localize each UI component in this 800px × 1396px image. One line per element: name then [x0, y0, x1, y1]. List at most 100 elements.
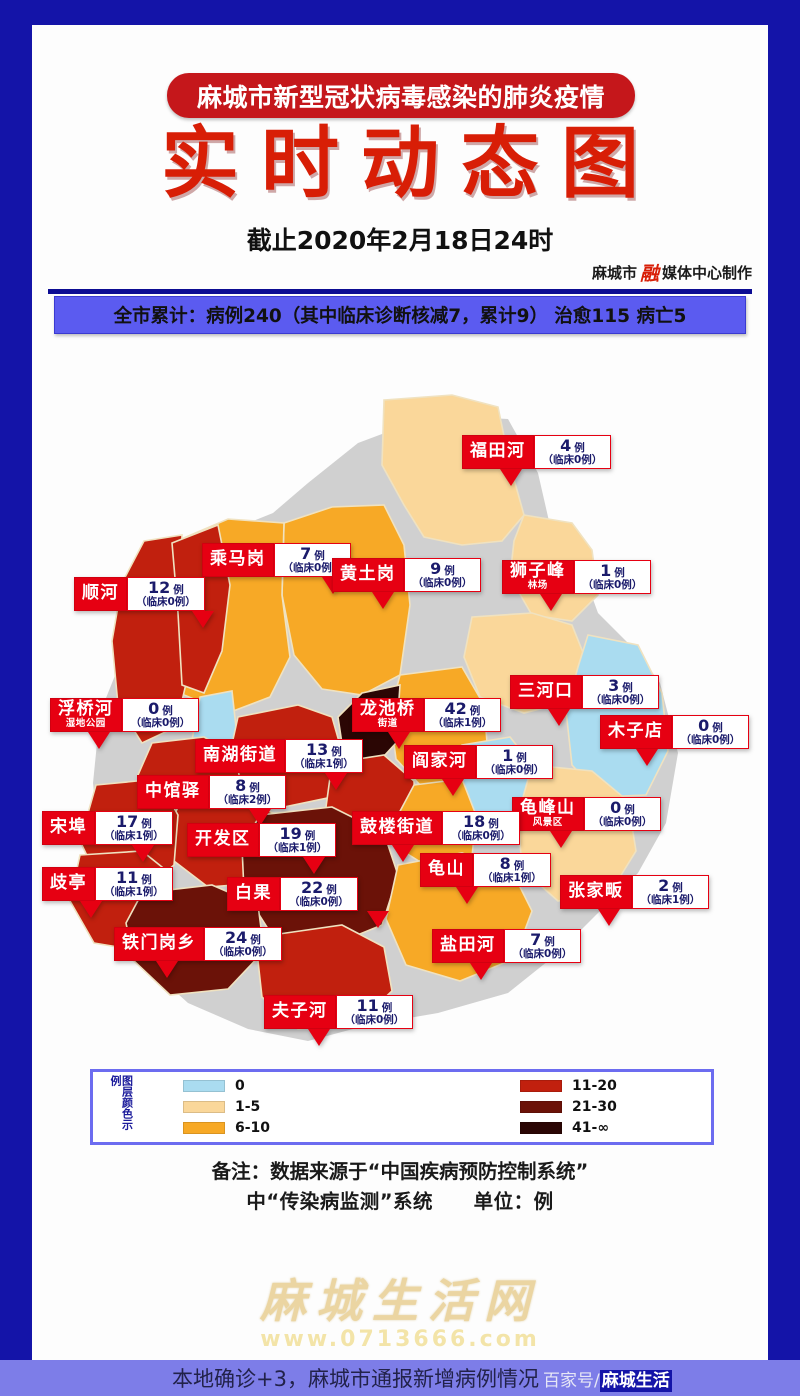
map-callout[interactable]: 中馆驿 8 例（临床2例） — [137, 775, 287, 826]
case-unit: 例 — [162, 704, 173, 717]
township-name: 歧亭 — [50, 873, 87, 894]
legend-item: 6-10 — [183, 1120, 270, 1136]
callout-value-box: 17 例（临床1例） — [95, 811, 173, 845]
case-unit: 例 — [304, 829, 316, 842]
map-callout[interactable]: 白果 22 例（临床0例） — [227, 877, 389, 928]
map-callout[interactable]: 木子店 0 例（临床0例） — [600, 715, 750, 766]
case-count-number: 12 — [148, 577, 171, 597]
map-callout[interactable]: 顺河 12 例（临床0例） — [74, 577, 214, 628]
source-note-line2: 中“传染病监测”系统 单位：例 — [32, 1187, 768, 1217]
clinical-count: （临床0例） — [282, 562, 343, 575]
caption-source[interactable]: 百家号/麻城生活 — [543, 1366, 672, 1392]
clinical-count: （临床0例） — [680, 734, 741, 747]
legend-item: 11-20 — [520, 1078, 617, 1094]
callout-name-box: 木子店 — [600, 715, 672, 749]
callout-pointer-icon — [132, 845, 154, 862]
map-callout[interactable]: 鼓楼街道 18 例（临床0例） — [352, 811, 520, 862]
legend-item: 0 — [183, 1078, 270, 1094]
map-callout[interactable]: 狮子峰 林场 1 例（临床0例） — [502, 560, 652, 611]
poster-page: 麻城市新型冠状病毒感染的肺炎疫情 实时动态图 截止2020年2月18日24时 麻… — [32, 25, 768, 1360]
callout-name-box: 歧亭 — [42, 867, 95, 901]
map-callout[interactable]: 阎家河 1 例（临床0例） — [404, 745, 554, 796]
clinical-count: （临床0例） — [484, 764, 545, 777]
callout-value-box: 0 例（临床0例） — [121, 698, 200, 732]
case-unit: 例 — [622, 681, 633, 694]
map-callout[interactable]: 夫子河 11 例（临床0例） — [264, 995, 414, 1046]
source-note-line1: 备注：数据来源于“中国疾病预防控制系统” — [211, 1160, 589, 1183]
case-count-number: 0 — [610, 797, 622, 817]
callout-pointer-icon — [249, 809, 271, 826]
callout-name-box: 夫子河 — [264, 995, 336, 1029]
map-callout[interactable]: 开发区 19 例（临床1例） — [187, 823, 337, 874]
callout-pointer-icon — [442, 779, 464, 796]
case-count-number: 13 — [306, 739, 329, 759]
case-count: 19 例 — [280, 825, 316, 843]
case-count-number: 1 — [600, 560, 612, 580]
legend-label: 41-∞ — [572, 1120, 610, 1136]
map-callout[interactable]: 三河口 3 例（临床0例） — [510, 675, 660, 726]
callout-pointer-icon — [598, 909, 620, 926]
clinical-count: （临床0例） — [412, 577, 473, 590]
township-name: 狮子峰 — [510, 560, 566, 581]
summary-text: 全市累计：病例240（其中临床诊断核减7，累计9） 治愈115 病亡5 — [113, 306, 687, 327]
map-callout[interactable]: 龟峰山 风景区 0 例（临床0例） — [512, 797, 662, 848]
clinical-count: （临床0例） — [582, 579, 643, 592]
callout-value-box: 22 例（临床0例） — [280, 877, 358, 911]
legend-label: 0 — [235, 1078, 245, 1094]
township-name: 开发区 — [195, 829, 251, 850]
map-callout[interactable]: 歧亭 11 例（临床1例） — [42, 867, 173, 918]
clinical-count: （临床1例） — [432, 717, 493, 730]
case-count: 11 例 — [116, 869, 152, 887]
township-name: 三河口 — [518, 681, 574, 702]
township-name: 乘马岗 — [210, 549, 266, 570]
legend-swatch — [183, 1122, 225, 1134]
map-callout[interactable]: 龙池桥 街道 42 例（临床1例） — [352, 698, 502, 749]
case-unit: 例 — [469, 704, 481, 717]
case-unit: 例 — [444, 564, 455, 577]
case-unit: 例 — [331, 745, 342, 758]
callout-value-box: 0 例（临床0例） — [583, 797, 662, 831]
map-callout[interactable]: 南湖街道 13 例（临床1例） — [195, 739, 363, 790]
callout-pointer-icon — [308, 1029, 330, 1046]
map-callout[interactable]: 龟山 8 例（临床1例） — [420, 853, 551, 904]
township-name: 南湖街道 — [203, 745, 277, 766]
case-count-number: 4 — [560, 435, 572, 455]
callout-name-box: 铁门岗乡 — [114, 927, 204, 961]
township-name: 张家畈 — [568, 881, 624, 902]
clinical-count: （临床1例） — [482, 872, 542, 885]
case-unit: 例 — [488, 817, 499, 830]
clinical-count: （临床1例） — [267, 842, 328, 855]
map-callout[interactable]: 宋埠 17 例（临床1例） — [42, 811, 173, 862]
legend-box: 图层颜色示例 0 1-5 6-10 11-20 21-30 41-∞ — [90, 1069, 714, 1145]
clinical-count: （临床1例） — [294, 758, 354, 771]
map-callout[interactable]: 黄土岗 9 例（临床0例） — [332, 558, 482, 609]
map-callout[interactable]: 福田河 4 例（临床0例） — [462, 435, 612, 486]
callout-name-box: 浮桥河 湿地公园 — [50, 698, 122, 732]
callout-name-box: 南湖街道 — [195, 739, 285, 773]
callout-pointer-icon — [470, 963, 492, 980]
case-unit: 例 — [574, 441, 585, 454]
case-count: 11 例 — [357, 997, 393, 1015]
callout-value-box: 8 例（临床1例） — [473, 853, 551, 887]
case-count: 22 例 — [301, 879, 337, 897]
caption-text: 本地确诊+3，麻城市通报新增病例情况 — [172, 1367, 539, 1391]
callout-value-box: 11 例（临床1例） — [95, 867, 173, 901]
map-callout[interactable]: 盐田河 7 例（临床0例） — [432, 929, 582, 980]
clinical-count: （临床0例） — [136, 596, 196, 609]
callout-name-box: 盐田河 — [432, 929, 504, 963]
summary-bar: 全市累计：病例240（其中临床诊断核减7，累计9） 治愈115 病亡5 — [54, 296, 746, 334]
header-banner-text: 麻城市新型冠状病毒感染的肺炎疫情 — [196, 82, 605, 112]
case-count-number: 42 — [444, 698, 467, 718]
township-name: 龙池桥 — [360, 698, 416, 719]
map-callout[interactable]: 张家畈 2 例（临床1例） — [560, 875, 710, 926]
township-subname: 街道 — [377, 717, 398, 729]
map-callout[interactable]: 乘马岗 7 例（临床0例） — [202, 543, 352, 594]
map-callout[interactable]: 浮桥河 湿地公园 0 例（临床0例） — [50, 698, 200, 749]
map-callout[interactable]: 铁门岗乡 24 例（临床0例） — [114, 927, 282, 978]
